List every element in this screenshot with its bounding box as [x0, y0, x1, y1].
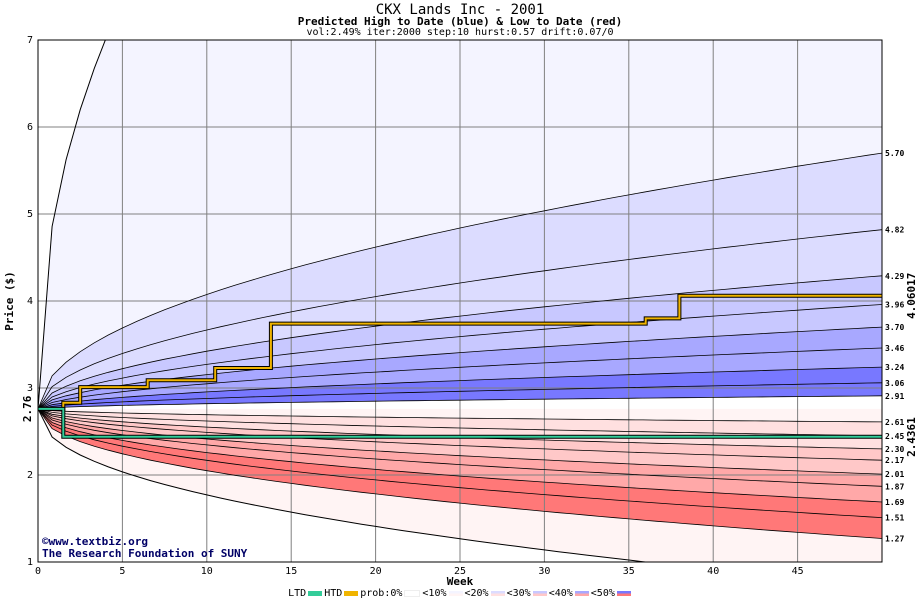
percentile-high-line-1 — [38, 229, 882, 410]
y-tick-label: 6 — [27, 122, 33, 133]
percentile-low-line-5 — [38, 408, 882, 487]
high-percentile-label: 3.96 — [885, 300, 904, 309]
band-low-outer — [38, 408, 882, 562]
chart-subtitle: Predicted High to Date (blue) & Low to D… — [297, 15, 623, 28]
chart-legend: LTD HTD prob:0% <10% <20% <30% <40% <50% — [0, 588, 920, 599]
band-low-3 — [38, 408, 882, 475]
x-tick-label: 5 — [119, 566, 125, 577]
x-tick-label: 10 — [201, 566, 213, 577]
percentile-high-line-3 — [38, 304, 882, 410]
x-tick-label: 45 — [792, 566, 804, 577]
x-tick-label: 15 — [285, 566, 297, 577]
plot-frame — [37, 39, 883, 563]
band-low-4 — [38, 408, 882, 487]
percentile-low-line-0 — [38, 408, 882, 423]
low-percentile-label: 1.87 — [885, 482, 904, 491]
legend-10-label: <10% — [422, 588, 447, 599]
credit-site: ©www.textbiz.org — [42, 535, 148, 548]
legend-ltd-label: LTD — [288, 588, 307, 599]
ltd-final-label: 2.4361 — [905, 417, 918, 457]
percentile-high-line-5 — [38, 347, 882, 410]
legend-swatch-0 — [404, 590, 421, 597]
start-price-label: 2.76 — [21, 395, 34, 422]
percentile-high-line-7 — [38, 382, 882, 410]
low-percentile-label: 1.51 — [885, 514, 904, 523]
y-axis-label: Price ($) — [3, 271, 16, 331]
high-percentile-label: 2.91 — [885, 392, 904, 401]
legend-swatch-10 — [448, 591, 463, 596]
legend-htd-label: HTD — [324, 588, 343, 599]
percentile-low-line-6 — [38, 408, 882, 503]
percentile-low-line-7 — [38, 408, 882, 518]
band-low-7 — [38, 408, 882, 539]
legend-swatch-40 — [574, 591, 589, 596]
copyright-icon: © — [42, 535, 49, 548]
htd-final-label: 4.06017 — [905, 273, 918, 319]
legend-50-label: <50% — [590, 588, 615, 599]
band-low-5 — [38, 408, 882, 502]
high-percentile-label: 3.06 — [885, 379, 904, 388]
legend-swatch-20 — [490, 591, 505, 596]
x-tick-label: 25 — [454, 566, 466, 577]
legend-30-label: <30% — [506, 588, 531, 599]
high-percentile-label: 4.29 — [885, 272, 904, 281]
y-tick-label: 7 — [27, 35, 33, 46]
legend-swatch-50 — [616, 591, 631, 596]
percentile-high-line-0 — [38, 152, 882, 410]
percentile-high-line-2 — [38, 275, 882, 410]
high-percentile-label: 5.70 — [885, 149, 904, 158]
x-axis-label: Week — [447, 575, 474, 588]
legend-htd-swatch — [344, 591, 359, 596]
legend-prob-label: prob:0% — [360, 588, 403, 599]
credit-org: The Research Foundation of SUNY — [42, 547, 248, 560]
series-ltd-line — [38, 407, 882, 438]
band-high-2 — [38, 275, 882, 409]
low-percentile-label: 1.27 — [885, 535, 904, 544]
y-tick-label: 3 — [27, 383, 33, 394]
low-percentile-label: 2.17 — [885, 456, 904, 465]
percentile-high-line-6 — [38, 366, 882, 410]
percentile-low-line-1 — [38, 408, 882, 437]
high-percentile-label: 3.70 — [885, 323, 904, 332]
x-tick-label: 20 — [370, 566, 382, 577]
band-high-4 — [38, 327, 882, 409]
series-htd-line — [38, 294, 882, 410]
y-tick-label: 2 — [27, 470, 33, 481]
legend-ltd-swatch — [308, 591, 323, 596]
percentile-high-line-8 — [38, 395, 882, 410]
high-percentile-label: 3.46 — [885, 344, 904, 353]
legend-20-label: <20% — [464, 588, 489, 599]
legend-40-label: <40% — [548, 588, 573, 599]
y-tick-label: 5 — [27, 209, 33, 220]
y-tick-label: 1 — [27, 557, 33, 568]
x-tick-label: 35 — [623, 566, 635, 577]
band-low-2 — [38, 408, 882, 461]
low-percentile-label: 2.30 — [885, 445, 904, 454]
percentile-low-line-3 — [38, 408, 882, 461]
band-high-1 — [38, 229, 882, 409]
high-percentile-label: 3.24 — [885, 363, 904, 372]
low-percentile-label: 2.01 — [885, 470, 904, 479]
percentile-low-line-8 — [38, 408, 882, 539]
legend-swatch-30 — [532, 591, 547, 596]
band-high-3 — [38, 304, 882, 409]
low-percentile-label: 1.69 — [885, 498, 904, 507]
envelope-low-line — [38, 408, 651, 562]
high-percentile-label: 4.82 — [885, 226, 904, 235]
y-tick-label: 4 — [27, 296, 33, 307]
x-tick-label: 0 — [35, 566, 41, 577]
chart-title: CKX Lands Inc - 2001 — [375, 2, 545, 18]
low-percentile-label: 2.45 — [885, 432, 904, 441]
low-percentile-label: 2.61 — [885, 418, 904, 427]
chart-params: vol:2.49% iter:2000 step:10 hurst:0.57 d… — [306, 27, 614, 38]
percentile-high-line-4 — [38, 326, 882, 410]
x-tick-label: 30 — [538, 566, 550, 577]
x-tick-label: 40 — [707, 566, 719, 577]
